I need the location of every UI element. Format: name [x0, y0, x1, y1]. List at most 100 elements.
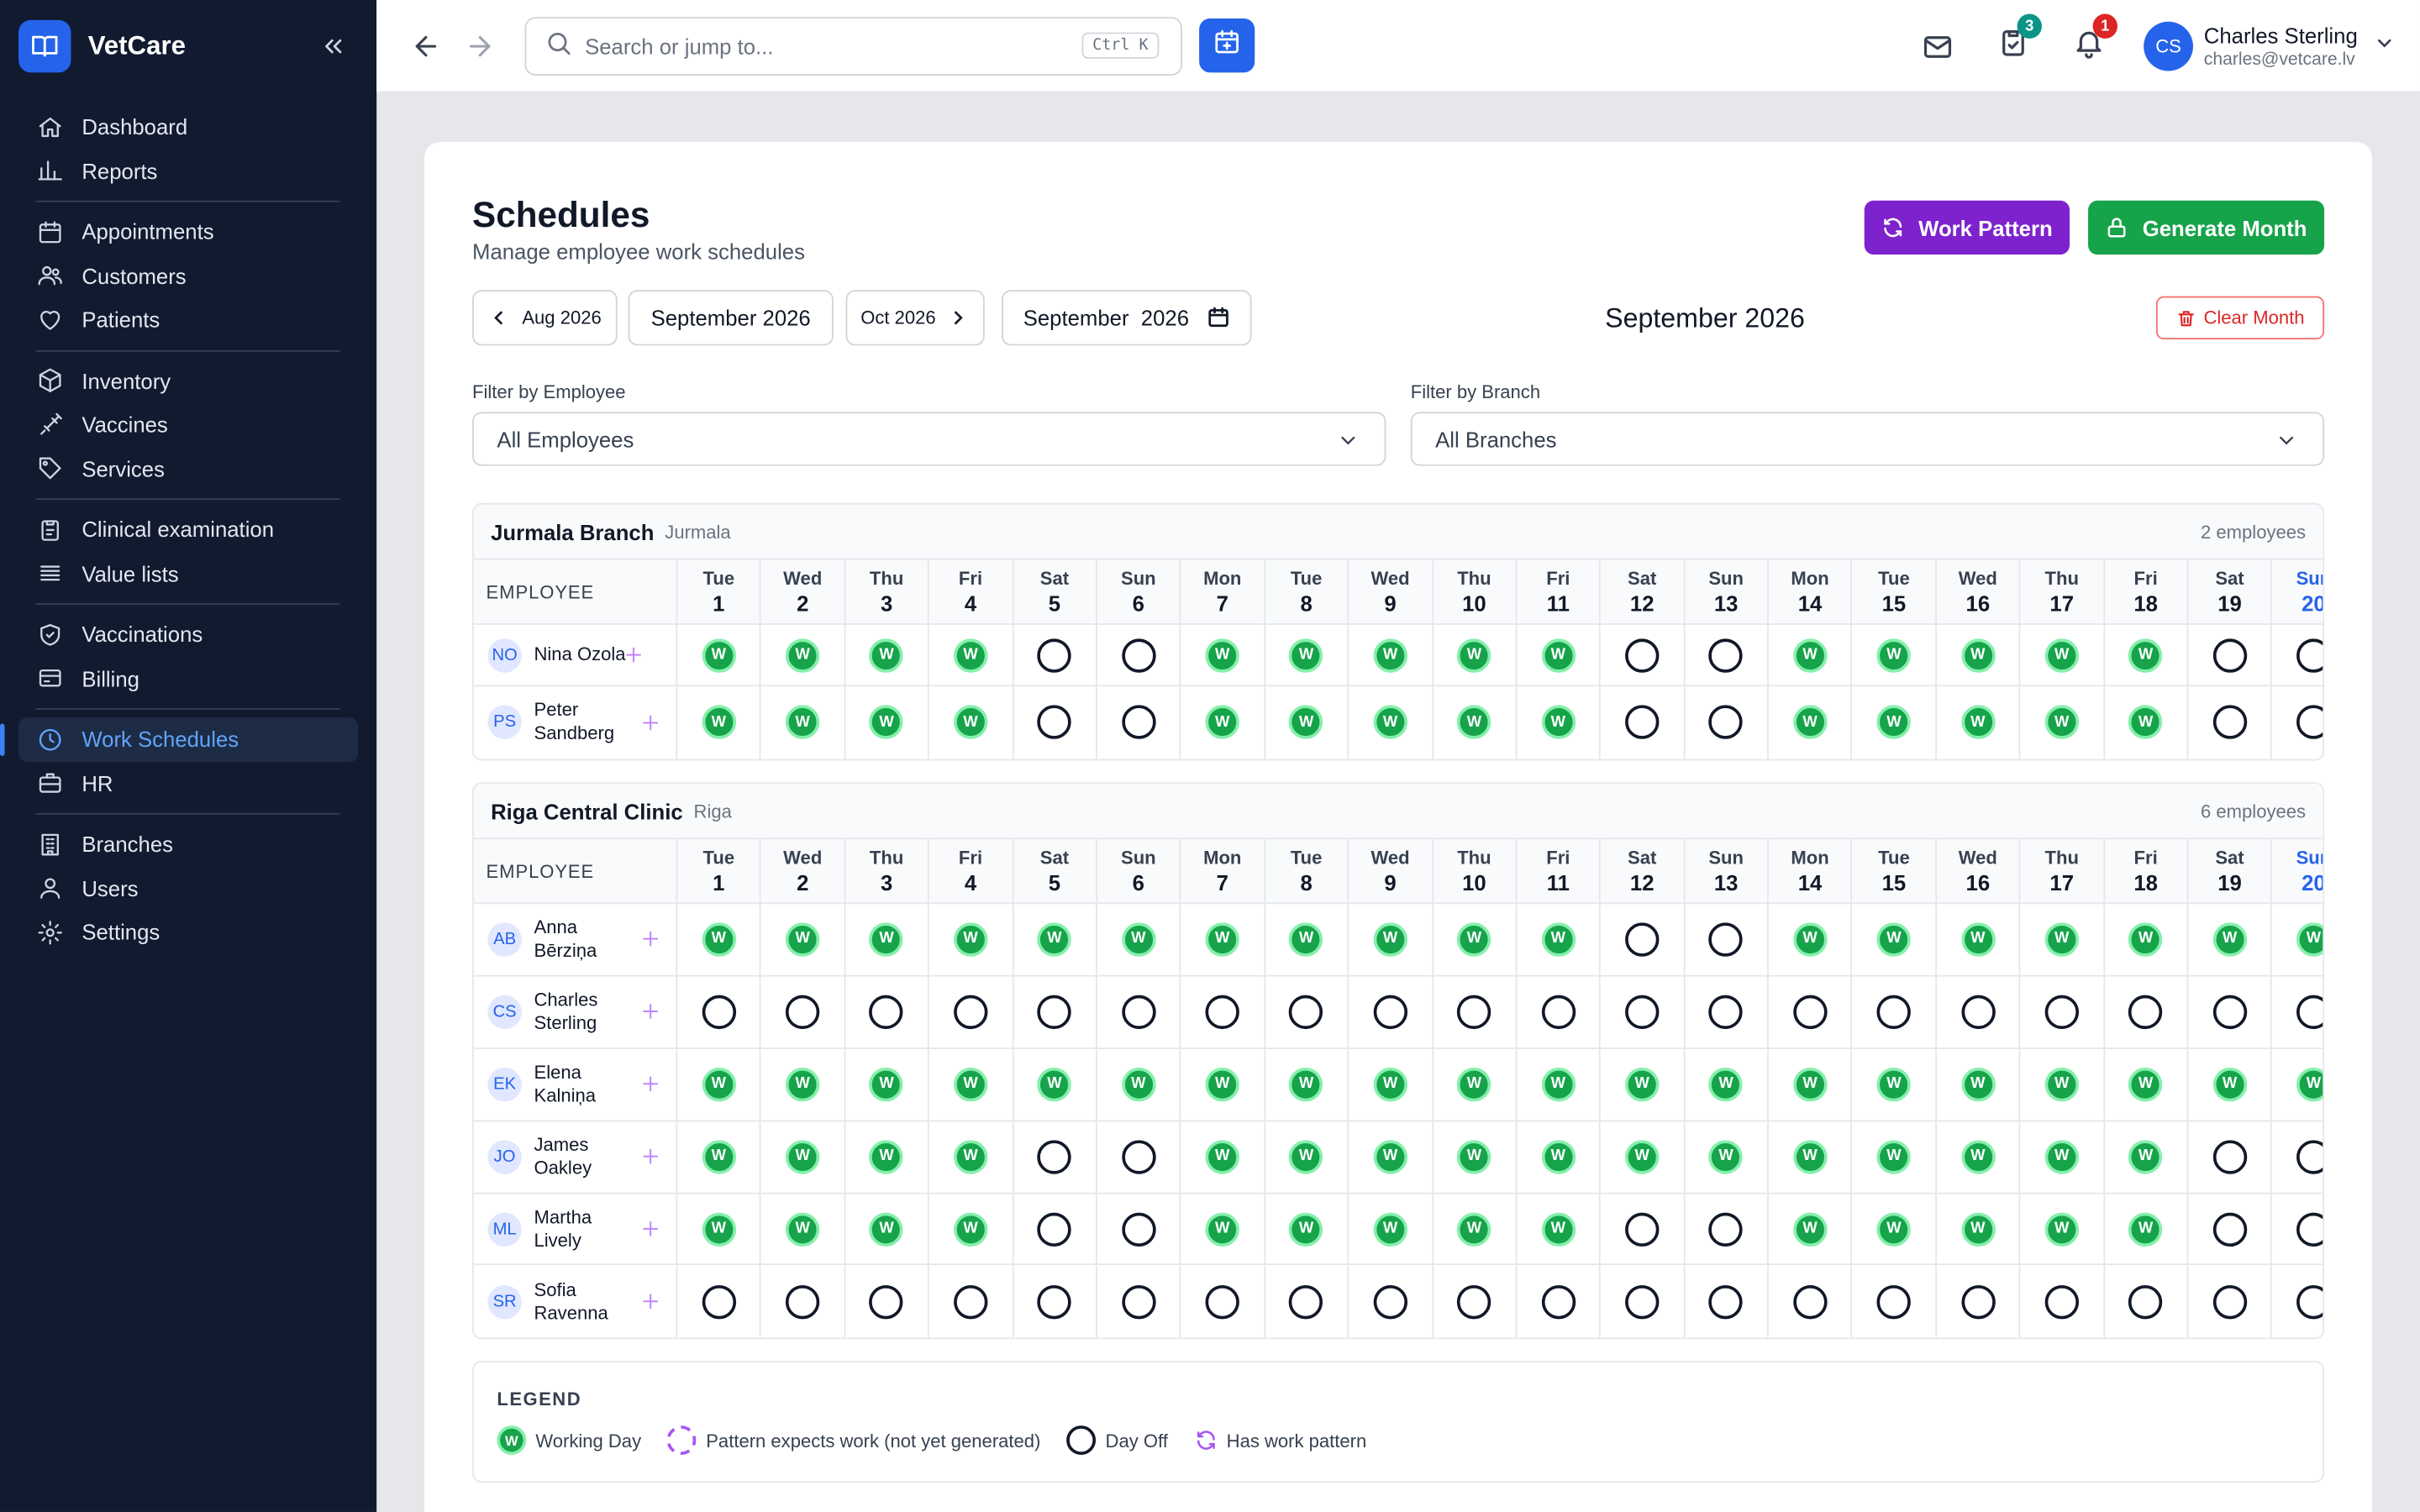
- day-cell[interactable]: [1601, 904, 1686, 975]
- day-cell[interactable]: W: [2272, 1049, 2323, 1120]
- day-cell[interactable]: [1769, 976, 1853, 1047]
- calendar-button[interactable]: [1199, 18, 1255, 73]
- day-cell[interactable]: [1517, 976, 1602, 1047]
- day-cell[interactable]: [1181, 976, 1265, 1047]
- day-cell[interactable]: [929, 976, 1013, 1047]
- day-cell[interactable]: [2105, 976, 2189, 1047]
- day-cell[interactable]: W: [2105, 1121, 2189, 1192]
- forward-arrow-icon[interactable]: [461, 28, 498, 65]
- sidebar-item-billing[interactable]: Billing: [18, 657, 358, 701]
- day-cell[interactable]: W: [1853, 624, 1937, 685]
- day-cell[interactable]: W: [1937, 624, 2021, 685]
- day-cell[interactable]: W: [1433, 624, 1518, 685]
- day-cell[interactable]: W: [1937, 686, 2021, 759]
- day-cell[interactable]: W: [1349, 624, 1434, 685]
- sidebar-item-work-schedules[interactable]: Work Schedules: [0, 717, 359, 762]
- day-cell[interactable]: W: [1769, 904, 1853, 975]
- day-cell[interactable]: W: [2021, 1121, 2105, 1192]
- sidebar-item-vaccinations[interactable]: Vaccinations: [18, 612, 358, 656]
- day-cell[interactable]: [2272, 976, 2323, 1047]
- day-cell[interactable]: W: [929, 686, 1013, 759]
- day-cell[interactable]: W: [677, 904, 762, 975]
- day-cell[interactable]: W: [1265, 624, 1349, 685]
- day-cell[interactable]: [1601, 1265, 1686, 1339]
- prev-month-button[interactable]: Aug 2026: [472, 290, 618, 346]
- day-cell[interactable]: [1433, 976, 1518, 1047]
- day-cell[interactable]: [2188, 1121, 2273, 1192]
- day-cell[interactable]: W: [1265, 1048, 1349, 1120]
- day-cell[interactable]: W: [1769, 624, 1853, 685]
- day-cell[interactable]: W: [1853, 904, 1937, 975]
- day-cell[interactable]: W: [1433, 686, 1518, 759]
- day-cell[interactable]: W: [2105, 1048, 2189, 1120]
- day-cell[interactable]: W: [845, 1121, 930, 1192]
- day-cell[interactable]: W: [1349, 1193, 1434, 1265]
- day-cell[interactable]: W: [1181, 624, 1265, 685]
- day-cell[interactable]: W: [761, 686, 846, 759]
- day-cell[interactable]: W: [677, 624, 762, 685]
- add-pattern-icon[interactable]: [638, 927, 662, 952]
- day-cell[interactable]: [1349, 976, 1434, 1047]
- sidebar-item-value-lists[interactable]: Value lists: [18, 552, 358, 596]
- day-cell[interactable]: W: [929, 1193, 1013, 1265]
- day-cell[interactable]: W: [677, 1193, 762, 1265]
- day-cell[interactable]: [2272, 1194, 2323, 1264]
- day-cell[interactable]: W: [845, 624, 930, 685]
- day-cell[interactable]: W: [677, 1048, 762, 1120]
- day-cell[interactable]: W: [2105, 686, 2189, 759]
- day-cell[interactable]: W: [2105, 1193, 2189, 1265]
- search-input[interactable]: [585, 34, 1049, 59]
- day-cell[interactable]: [1937, 1265, 2021, 1339]
- day-cell[interactable]: [1685, 686, 1770, 759]
- day-cell[interactable]: [1097, 1121, 1181, 1192]
- day-cell[interactable]: [1013, 1121, 1097, 1192]
- day-cell[interactable]: W: [929, 624, 1013, 685]
- sidebar-item-inventory[interactable]: Inventory: [18, 359, 358, 402]
- day-cell[interactable]: [1097, 976, 1181, 1047]
- current-month-button[interactable]: September 2026: [628, 290, 834, 346]
- day-cell[interactable]: [2021, 1265, 2105, 1339]
- day-cell[interactable]: W: [1097, 1048, 1181, 1120]
- day-cell[interactable]: W: [1349, 1121, 1434, 1192]
- day-cell[interactable]: W: [1181, 904, 1265, 975]
- month-date-input[interactable]: September 2026: [1002, 290, 1252, 346]
- day-cell[interactable]: W: [1853, 1193, 1937, 1265]
- day-cell[interactable]: [1853, 1265, 1937, 1339]
- next-month-button[interactable]: Oct 2026: [845, 290, 985, 346]
- mail-icon[interactable]: [1918, 28, 1955, 65]
- day-cell[interactable]: [845, 976, 930, 1047]
- day-cell[interactable]: W: [1433, 904, 1518, 975]
- day-cell[interactable]: W: [1601, 1048, 1686, 1120]
- calendar-icon[interactable]: [1207, 306, 1230, 333]
- day-cell[interactable]: W: [1265, 1121, 1349, 1192]
- filter-branch-select[interactable]: All Branches: [1410, 412, 2325, 466]
- sidebar-item-clinical-examination[interactable]: Clinical examination: [18, 507, 358, 551]
- sidebar-item-settings[interactable]: Settings: [18, 911, 358, 954]
- day-cell[interactable]: W: [1937, 1121, 2021, 1192]
- notifications-button[interactable]: 1: [2070, 13, 2118, 65]
- sidebar-item-branches[interactable]: Branches: [18, 822, 358, 866]
- day-cell[interactable]: [1685, 904, 1770, 975]
- day-cell[interactable]: W: [2188, 904, 2273, 975]
- day-cell[interactable]: [845, 1265, 930, 1339]
- day-cell[interactable]: W: [1097, 904, 1181, 975]
- day-cell[interactable]: [1601, 976, 1686, 1047]
- day-cell[interactable]: W: [1181, 1048, 1265, 1120]
- day-cell[interactable]: W: [2105, 904, 2189, 975]
- day-cell[interactable]: W: [2021, 1048, 2105, 1120]
- day-cell[interactable]: W: [1349, 1048, 1434, 1120]
- day-cell[interactable]: [2272, 1121, 2323, 1192]
- day-cell[interactable]: W: [1517, 686, 1602, 759]
- day-cell[interactable]: W: [1937, 1048, 2021, 1120]
- day-cell[interactable]: W: [1433, 1193, 1518, 1265]
- day-cell[interactable]: W: [1181, 1121, 1265, 1192]
- day-cell[interactable]: W: [1181, 1193, 1265, 1265]
- day-cell[interactable]: [1265, 976, 1349, 1047]
- sidebar-item-customers[interactable]: Customers: [18, 254, 358, 297]
- day-cell[interactable]: [1349, 1265, 1434, 1339]
- day-cell[interactable]: W: [2105, 624, 2189, 685]
- day-cell[interactable]: [1265, 1265, 1349, 1339]
- day-cell[interactable]: [761, 976, 846, 1047]
- day-cell[interactable]: W: [1517, 1193, 1602, 1265]
- day-cell[interactable]: W: [1937, 904, 2021, 975]
